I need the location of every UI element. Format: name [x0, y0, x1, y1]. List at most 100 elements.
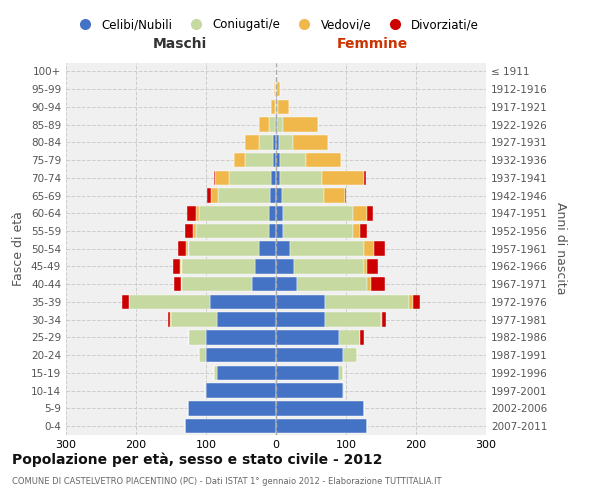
Bar: [276, 259, 293, 274]
Bar: [276, 170, 280, 185]
Bar: [275, 118, 276, 132]
Bar: [276, 384, 343, 398]
Bar: [367, 277, 371, 291]
Bar: [360, 330, 364, 344]
Bar: [187, 242, 188, 256]
Bar: [217, 366, 276, 380]
Bar: [206, 348, 276, 362]
Text: Popolazione per età, sesso e stato civile - 2012: Popolazione per età, sesso e stato civil…: [12, 452, 383, 467]
Bar: [283, 118, 318, 132]
Bar: [276, 153, 280, 168]
Bar: [279, 135, 293, 150]
Bar: [276, 206, 283, 220]
Bar: [367, 206, 373, 220]
Bar: [259, 118, 269, 132]
Bar: [275, 82, 276, 96]
Bar: [277, 82, 280, 96]
Bar: [276, 419, 367, 434]
Bar: [205, 384, 206, 398]
Bar: [193, 224, 196, 238]
Bar: [339, 330, 360, 344]
Y-axis label: Anni di nascita: Anni di nascita: [554, 202, 567, 295]
Bar: [182, 277, 251, 291]
Bar: [211, 188, 218, 203]
Bar: [360, 224, 367, 238]
Bar: [180, 259, 181, 274]
Bar: [283, 224, 353, 238]
Bar: [259, 242, 276, 256]
Bar: [271, 100, 275, 114]
Bar: [276, 401, 364, 415]
Bar: [199, 206, 269, 220]
Bar: [381, 312, 382, 327]
Bar: [276, 294, 325, 309]
Bar: [322, 170, 364, 185]
Bar: [276, 82, 277, 96]
Bar: [367, 259, 377, 274]
Bar: [364, 170, 365, 185]
Bar: [343, 384, 344, 398]
Bar: [269, 224, 276, 238]
Bar: [214, 170, 215, 185]
Bar: [364, 259, 367, 274]
Text: COMUNE DI CASTELVETRO PIACENTINO (PC) - Dati ISTAT 1° gennaio 2012 - Elaborazion: COMUNE DI CASTELVETRO PIACENTINO (PC) - …: [12, 478, 442, 486]
Bar: [364, 242, 374, 256]
Bar: [215, 170, 229, 185]
Bar: [269, 118, 275, 132]
Bar: [371, 277, 385, 291]
Bar: [122, 294, 129, 309]
Bar: [259, 135, 273, 150]
Legend: Celibi/Nubili, Coniugati/e, Vedovi/e, Divorziati/e: Celibi/Nubili, Coniugati/e, Vedovi/e, Di…: [68, 14, 484, 36]
Bar: [196, 224, 269, 238]
Bar: [276, 348, 343, 362]
Bar: [409, 294, 413, 309]
Bar: [280, 170, 322, 185]
Bar: [280, 153, 306, 168]
Bar: [170, 312, 171, 327]
Bar: [276, 135, 279, 150]
Bar: [276, 330, 339, 344]
Bar: [278, 100, 289, 114]
Bar: [306, 153, 341, 168]
Bar: [325, 312, 381, 327]
Bar: [275, 100, 276, 114]
Bar: [206, 384, 276, 398]
Bar: [297, 277, 367, 291]
Bar: [276, 188, 281, 203]
Y-axis label: Fasce di età: Fasce di età: [13, 212, 25, 286]
Bar: [174, 277, 181, 291]
Bar: [214, 366, 217, 380]
Bar: [276, 100, 278, 114]
Bar: [251, 277, 276, 291]
Bar: [382, 312, 386, 327]
Bar: [245, 153, 272, 168]
Bar: [413, 294, 419, 309]
Bar: [188, 242, 259, 256]
Bar: [273, 135, 276, 150]
Bar: [272, 153, 276, 168]
Bar: [206, 330, 276, 344]
Bar: [245, 135, 259, 150]
Bar: [255, 259, 276, 274]
Bar: [188, 330, 206, 344]
Bar: [281, 188, 323, 203]
Bar: [209, 294, 276, 309]
Bar: [129, 294, 209, 309]
Bar: [276, 224, 283, 238]
Text: Maschi: Maschi: [152, 36, 206, 51]
Bar: [353, 224, 360, 238]
Bar: [276, 277, 297, 291]
Bar: [168, 312, 170, 327]
Bar: [173, 259, 180, 274]
Bar: [293, 135, 328, 150]
Bar: [277, 118, 283, 132]
Bar: [229, 170, 271, 185]
Bar: [323, 188, 344, 203]
Bar: [353, 206, 367, 220]
Bar: [276, 366, 339, 380]
Bar: [178, 242, 187, 256]
Bar: [199, 348, 206, 362]
Bar: [208, 188, 211, 203]
Bar: [276, 312, 325, 327]
Bar: [344, 188, 346, 203]
